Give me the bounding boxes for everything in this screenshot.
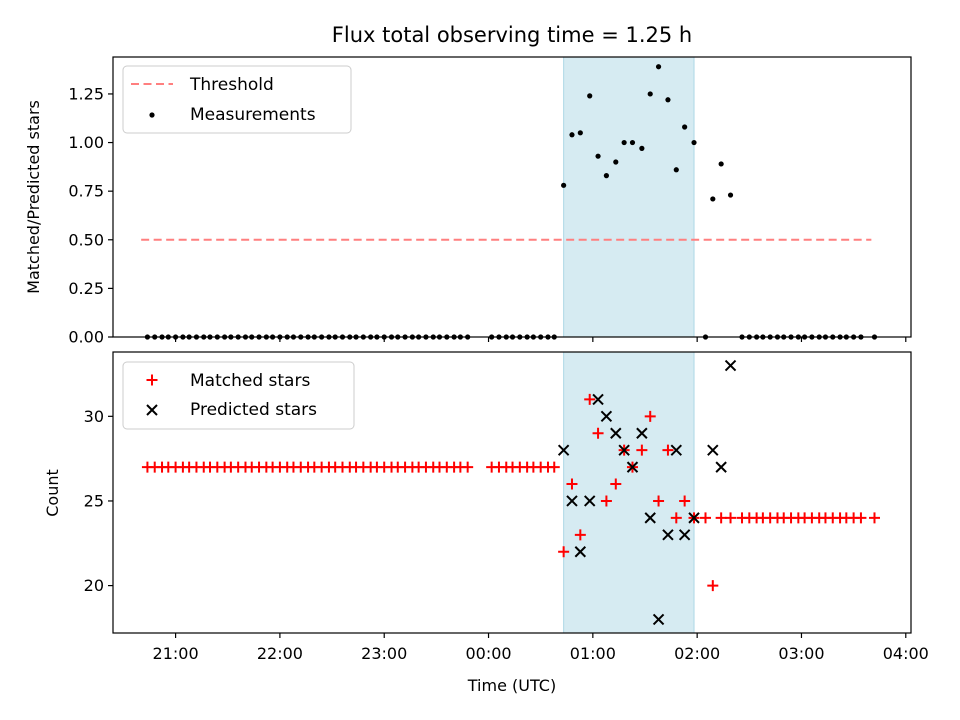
measurement-point — [577, 130, 583, 136]
x-tick-label: 02:00 — [674, 644, 720, 663]
matched-star-point — [592, 427, 604, 439]
predicted-star-point — [662, 529, 674, 541]
measurement-point — [691, 139, 697, 146]
matched-star-point — [679, 495, 691, 507]
matched-star-point — [662, 444, 674, 456]
bottom-panel: Count Time (UTC) 20 25 30 21:00 22:00 23:00 00… — [43, 351, 929, 695]
x-tick-label: 01:00 — [570, 644, 616, 663]
legend-box — [122, 65, 352, 134]
observing-window-span — [563, 351, 695, 634]
plot-frame — [112, 56, 912, 338]
measurement-point — [710, 196, 716, 202]
measurement-point — [629, 139, 636, 146]
matched-star-point — [855, 512, 867, 524]
measurement-point — [665, 97, 671, 103]
predicted-star-point — [557, 444, 570, 456]
measurement-point — [595, 153, 601, 159]
predicted-star-point — [707, 444, 719, 456]
measurement-point — [673, 167, 679, 173]
matched-star-point — [574, 529, 586, 541]
predicted-star-point — [592, 393, 604, 406]
y-tick-label: 1.25 — [68, 84, 104, 103]
matched-star-point — [610, 478, 622, 490]
matched-star-point — [868, 512, 880, 524]
matched-star-point — [670, 512, 682, 524]
predicted-star-point — [600, 410, 613, 423]
measurement-point — [621, 139, 627, 146]
measurement-point — [682, 124, 688, 130]
measurement-point — [569, 132, 575, 138]
y-tick-label: 1.00 — [68, 133, 104, 152]
y-tick-label: 30 — [84, 407, 104, 426]
predicted-star-point — [610, 427, 622, 439]
measurement-point — [603, 173, 610, 179]
chart-title: Flux total observing time = 1.25 h — [332, 23, 692, 47]
observing-window-span — [563, 56, 695, 338]
x-tick-label: 23:00 — [361, 644, 407, 663]
bottom-y-axis-label: Count — [43, 469, 62, 517]
top-panel: Flux total observing time = 1.25 h Match… — [24, 23, 912, 347]
top-legend: Threshold Measurements — [122, 65, 352, 134]
measurement-point — [647, 91, 653, 97]
measurement-point — [727, 192, 734, 198]
x-axis-label: Time (UTC) — [467, 676, 556, 695]
legend-matched-label: Matched stars — [190, 371, 310, 391]
predicted-star-point — [652, 613, 665, 626]
legend-measurement-label: Measurements — [190, 105, 316, 125]
legend-box — [122, 361, 355, 430]
predicted-star-point — [724, 359, 737, 372]
legend-matched-swatch — [146, 374, 158, 386]
matched-star-point — [644, 410, 656, 422]
measurement-point — [613, 159, 619, 165]
bottom-legend: Matched stars Predicted stars — [122, 361, 355, 430]
predicted-star-point — [644, 512, 656, 524]
matched-star-point — [636, 444, 648, 456]
measurement-point — [639, 145, 645, 151]
x-tick-label: 21:00 — [153, 644, 199, 663]
legend-threshold-label: Threshold — [189, 75, 274, 95]
matched-star-point — [566, 478, 578, 490]
predicted-star-point — [670, 444, 683, 456]
x-tick-label: 03:00 — [778, 644, 824, 663]
predicted-star-point — [715, 461, 727, 473]
predicted-star-point — [688, 512, 700, 524]
predicted-star-point — [566, 495, 578, 507]
matched-star-point — [715, 512, 727, 524]
legend-predicted-label: Predicted stars — [190, 400, 317, 420]
matched-star-point — [462, 461, 474, 473]
top-y-axis-label: Matched/Predicted stars — [24, 100, 43, 294]
predicted-star-point — [584, 495, 596, 507]
predicted-star-point — [636, 427, 648, 439]
y-tick-label: 0.25 — [68, 279, 104, 298]
legend-measurement-swatch — [149, 112, 155, 118]
y-tick-label: 0.00 — [68, 328, 104, 347]
matched-star-point — [700, 512, 712, 524]
matched-star-point — [725, 512, 737, 524]
y-tick-label: 20 — [84, 576, 104, 595]
legend-predicted-swatch — [146, 404, 158, 416]
predicted-star-point — [678, 529, 691, 541]
y-tick-label: 0.75 — [68, 182, 104, 201]
measurement-point — [655, 64, 662, 70]
predicted-star-point — [626, 461, 639, 473]
predicted-star-point — [618, 444, 630, 456]
y-tick-label: 25 — [84, 491, 104, 510]
matched-star-point — [600, 495, 612, 507]
x-tick-label: 04:00 — [883, 644, 929, 663]
matched-star-point — [584, 393, 596, 405]
measurement-point — [561, 182, 567, 188]
measurement-point — [587, 93, 593, 99]
matched-star-point — [558, 546, 570, 558]
x-tick-label: 00:00 — [465, 644, 511, 663]
matched-star-point — [653, 495, 665, 507]
y-tick-label: 0.50 — [68, 230, 104, 249]
matched-star-point — [707, 580, 719, 592]
measurement-point — [718, 161, 724, 167]
plot-frame — [112, 351, 912, 634]
matched-star-point — [548, 461, 560, 473]
predicted-star-point — [574, 546, 587, 558]
x-tick-label: 22:00 — [257, 644, 303, 663]
